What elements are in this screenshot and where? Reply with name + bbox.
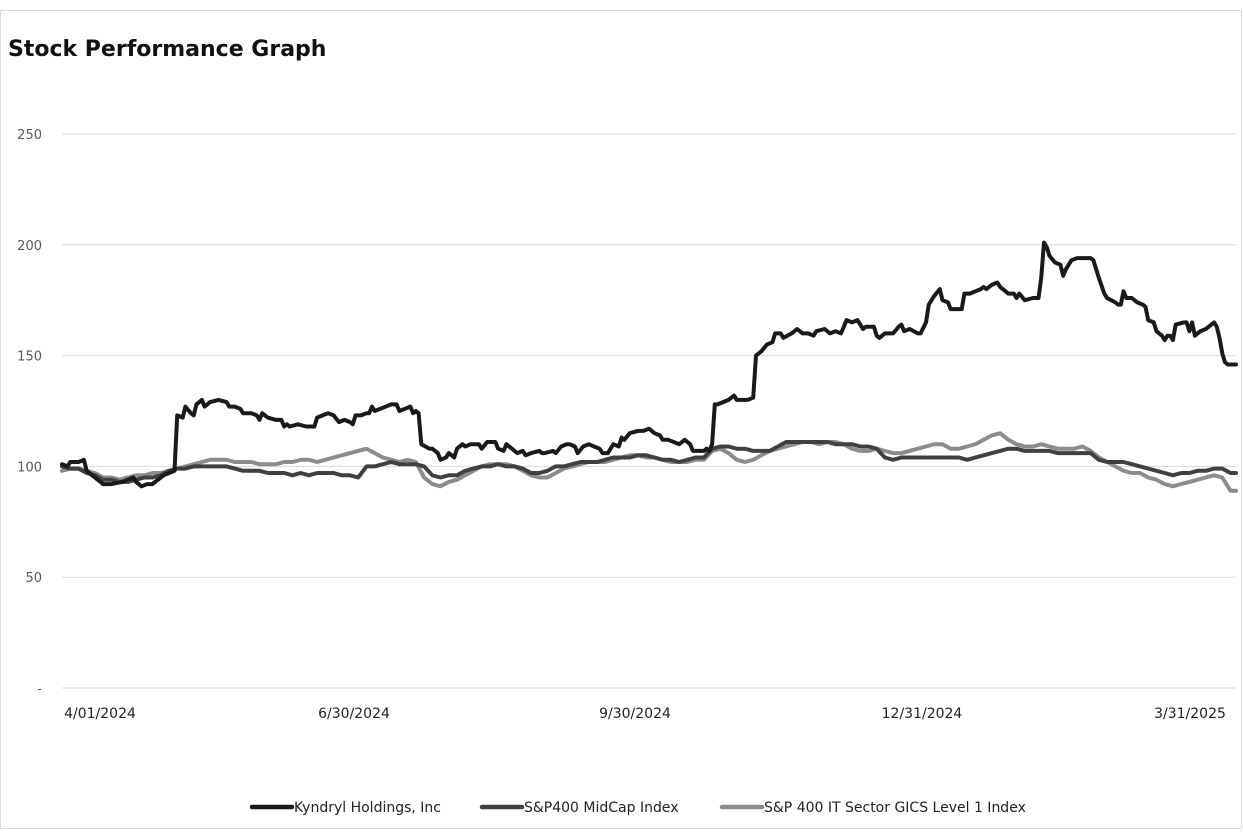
y-axis-tick-labels: - 50 100 150 200 250 bbox=[17, 128, 42, 697]
y-tick-label: 250 bbox=[17, 128, 42, 143]
y-tick-label: - bbox=[37, 682, 42, 697]
legend: Kyndryl Holdings, Inc S&P400 MidCap Index… bbox=[249, 800, 1026, 816]
x-tick-label: 12/31/2024 bbox=[882, 706, 963, 722]
x-tick-label: 4/01/2024 bbox=[64, 706, 136, 722]
series-lines bbox=[60, 240, 1238, 493]
legend-label: S&P 400 IT Sector GICS Level 1 Index bbox=[764, 800, 1026, 816]
series-line-0 bbox=[60, 240, 1238, 489]
legend-label: S&P400 MidCap Index bbox=[524, 800, 679, 816]
y-tick-label: 150 bbox=[17, 350, 42, 365]
legend-label: Kyndryl Holdings, Inc bbox=[294, 800, 441, 816]
x-tick-label: 3/31/2025 bbox=[1154, 706, 1226, 722]
series-line-1 bbox=[60, 440, 1238, 484]
y-tick-label: 50 bbox=[25, 571, 42, 586]
y-tick-label: 200 bbox=[17, 239, 42, 254]
chart-border bbox=[0, 10, 1242, 829]
x-axis-tick-labels: 4/01/2024 6/30/2024 9/30/2024 12/31/2024 3/3… bbox=[64, 706, 1226, 722]
y-tick-label: 100 bbox=[17, 460, 42, 475]
gridlines bbox=[62, 133, 1236, 689]
chart-title: Stock Performance Graph bbox=[8, 37, 326, 62]
x-tick-label: 6/30/2024 bbox=[318, 706, 390, 722]
x-tick-label: 9/30/2024 bbox=[599, 706, 671, 722]
